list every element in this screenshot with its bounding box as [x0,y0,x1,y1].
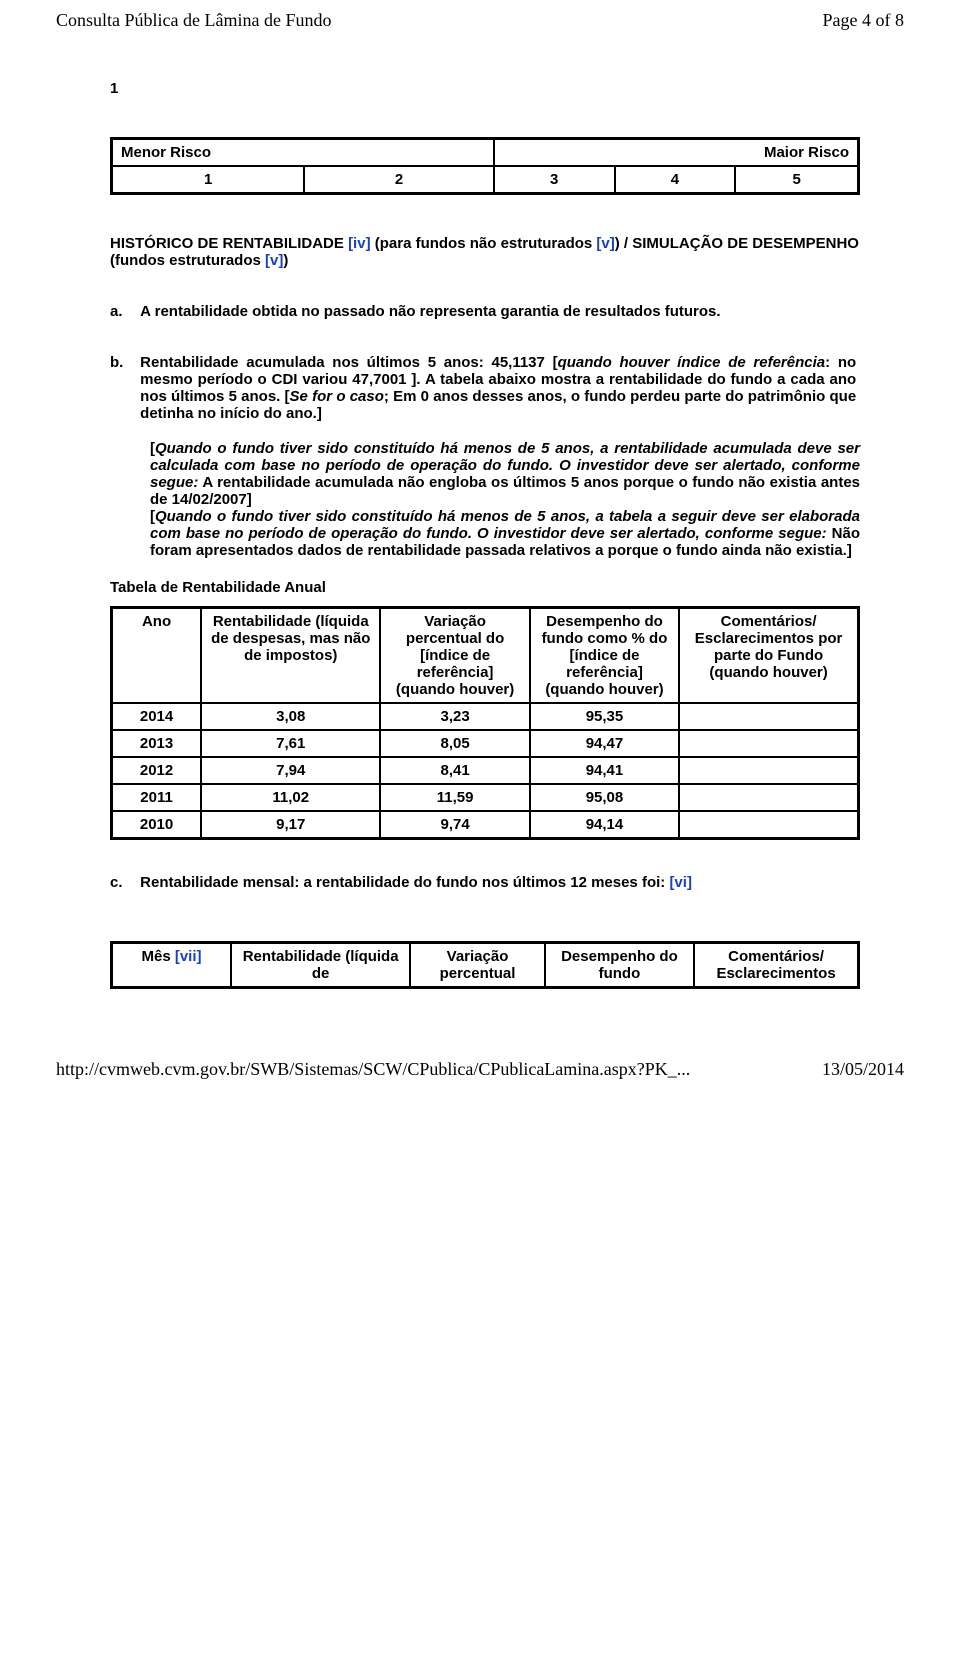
item-letter: a. [110,303,136,320]
table-cell: 9,17 [201,811,380,839]
table-row: 20137,618,0594,47 [112,730,859,757]
table-cell [679,811,858,839]
item-b-text: Rentabilidade acumulada nos últimos 5 an… [140,354,856,422]
table-header: Mês [vii] [112,943,232,988]
header-left: Consulta Pública de Lâmina de Fundo [56,10,331,31]
item-c-text: Rentabilidade mensal: a rentabilidade do… [140,874,856,891]
footnote-ref: [v] [265,252,283,269]
text: Rentabilidade mensal: a rentabilidade do… [140,874,669,891]
table-cell [679,784,858,811]
table-cell: 3,23 [380,703,529,730]
section-title-text: (para fundos não estruturados [371,235,597,252]
risk-cell: 5 [735,166,858,194]
table-cell: 95,08 [530,784,679,811]
footnote-ref: [iv] [348,235,371,252]
table-cell: 9,74 [380,811,529,839]
table-cell: 94,41 [530,757,679,784]
section-title-text: HISTÓRICO DE RENTABILIDADE [110,235,348,252]
table-cell: 3,08 [201,703,380,730]
table-header: Variação percentual [410,943,544,988]
header-right: Page 4 of 8 [823,10,904,31]
table-cell: 11,02 [201,784,380,811]
footnote-ref: [vi] [669,874,692,891]
table-cell: 7,61 [201,730,380,757]
item-c: c. Rentabilidade mensal: a rentabilidade… [110,874,860,891]
text-italic: Se for o caso [290,388,384,405]
footnote-ref: [v] [596,235,614,252]
footnote-ref: [vii] [175,948,202,965]
table-cell: 2014 [112,703,202,730]
table-header: Comentários/ Esclarecimentos por parte d… [679,608,858,704]
table-cell [679,703,858,730]
text-italic: quando houver índice de referência [558,354,826,371]
footer-date: 13/05/2014 [822,1059,904,1080]
text: Mês [141,948,174,965]
table-cell: 2012 [112,757,202,784]
table-cell: 11,59 [380,784,529,811]
section-title-text: ) [283,252,288,269]
table-cell: 95,35 [530,703,679,730]
table-header: Rentabilidade (líquida de [231,943,410,988]
risk-cell: 3 [494,166,615,194]
risk-scale-block: Menor Risco Maior Risco 1 2 3 4 5 [110,137,860,195]
item-b: b. Rentabilidade acumulada nos últimos 5… [110,354,860,422]
table-cell: 8,05 [380,730,529,757]
risk-cell: 2 [304,166,493,194]
item-a: a. A rentabilidade obtida no passado não… [110,303,860,320]
table-cell: 2011 [112,784,202,811]
table-cell [679,757,858,784]
table-cell: 2013 [112,730,202,757]
section-title: HISTÓRICO DE RENTABILIDADE [iv] (para fu… [110,235,860,269]
table-cell [679,730,858,757]
annual-return-table: AnoRentabilidade (líquida de despesas, m… [110,606,860,840]
table-header: Variação percentual do [índice de referê… [380,608,529,704]
table-header: Ano [112,608,202,704]
risk-scale-table: Menor Risco Maior Risco 1 2 3 4 5 [110,137,860,195]
item-letter: b. [110,354,136,371]
table-row: 201111,0211,5995,08 [112,784,859,811]
top-number: 1 [110,80,860,97]
table-cell: 8,41 [380,757,529,784]
table-header: Desempenho do fundo [545,943,694,988]
annual-table-title: Tabela de Rentabilidade Anual [110,579,860,596]
table-cell: 7,94 [201,757,380,784]
text: Rentabilidade acumulada nos últimos 5 an… [140,354,557,371]
footer-url: http://cvmweb.cvm.gov.br/SWB/Sistemas/SC… [56,1059,690,1080]
table-row: 20143,083,2395,35 [112,703,859,730]
item-a-text: A rentabilidade obtida no passado não re… [140,303,856,320]
risk-cell: 4 [615,166,736,194]
risk-cell: 1 [112,166,305,194]
text-italic: Quando o fundo tiver sido constituído há… [150,508,860,542]
table-header: Rentabilidade (líquida de despesas, mas … [201,608,380,704]
table-header: Comentários/ Esclarecimentos [694,943,858,988]
risk-min-label: Menor Risco [112,139,494,167]
text: A rentabilidade acumulada não engloba os… [150,474,860,508]
item-b-continued: [Quando o fundo tiver sido constituído h… [150,440,860,559]
risk-max-label: Maior Risco [494,139,859,167]
monthly-return-table-header: Mês [vii] Rentabilidade (líquida de Vari… [110,941,860,989]
page-header: Consulta Pública de Lâmina de Fundo Page… [50,10,910,35]
table-cell: 2010 [112,811,202,839]
table-row: 20127,948,4194,41 [112,757,859,784]
item-letter: c. [110,874,136,891]
page-footer: http://cvmweb.cvm.gov.br/SWB/Sistemas/SC… [50,1059,910,1086]
table-header: Desempenho do fundo como % do [índice de… [530,608,679,704]
table-cell: 94,47 [530,730,679,757]
table-cell: 94,14 [530,811,679,839]
table-row: 20109,179,7494,14 [112,811,859,839]
